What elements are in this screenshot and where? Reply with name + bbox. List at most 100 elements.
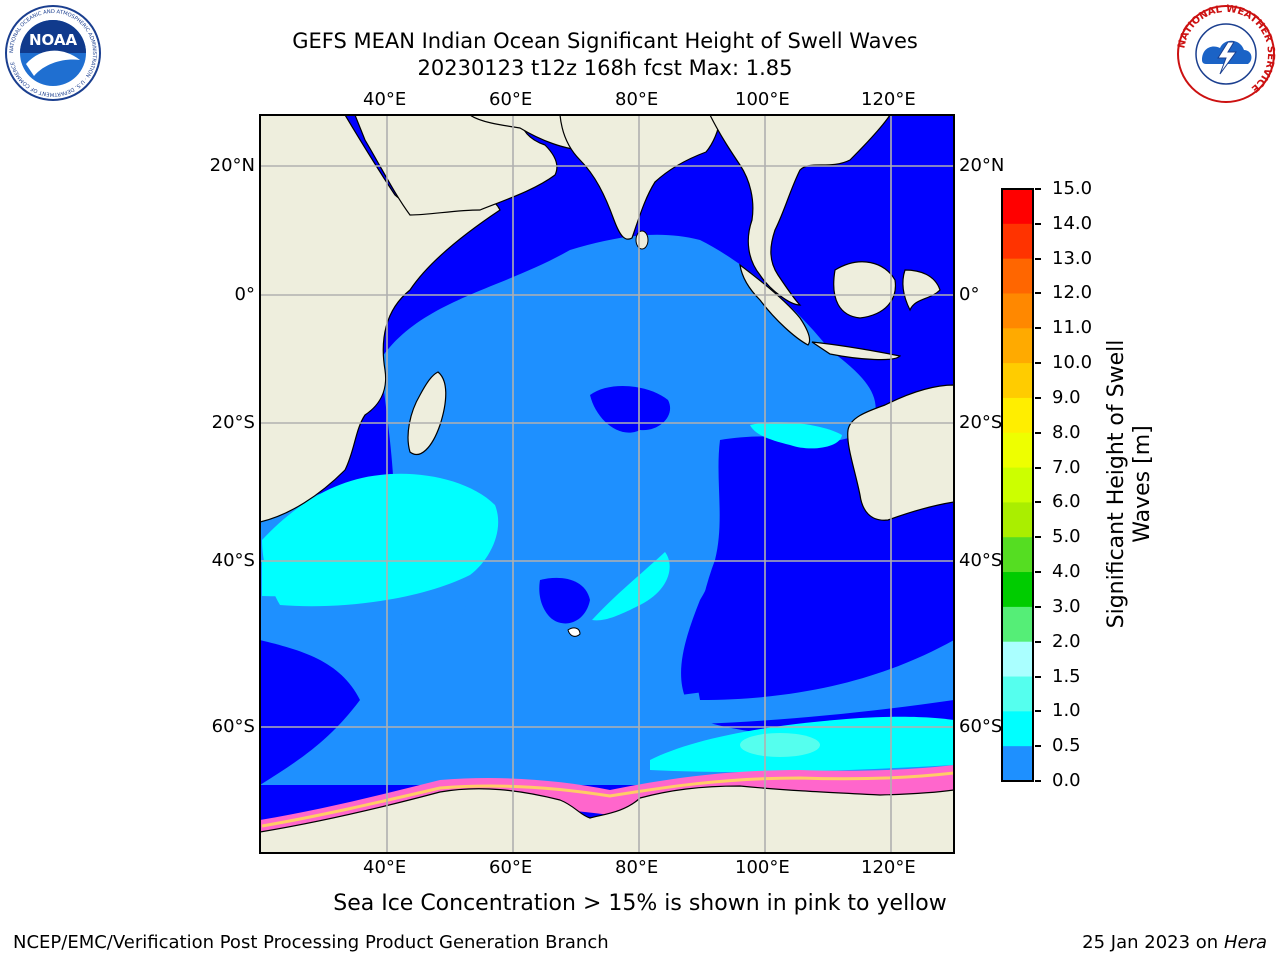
colorbar-tick-label: 1.0 (1052, 700, 1081, 722)
colorbar-tick-mark (1035, 466, 1041, 469)
colorbar-tick-label: 12.0 (1052, 282, 1093, 304)
colorbar-tick-label: 11.0 (1052, 317, 1093, 339)
colorbar-tick-label: 14.0 (1052, 212, 1093, 234)
land-antarctica (260, 785, 954, 853)
colorbar-segment (1002, 467, 1033, 503)
lat-label-right-20s: 20°S (959, 412, 1003, 433)
lat-label-right-0: 0° (959, 284, 980, 305)
swell-low-patch-central (590, 385, 671, 433)
colorbar-segment (1002, 363, 1033, 399)
colorbar-tick-mark (1035, 292, 1041, 295)
nws-logo-icon: NATIONAL WEATHER SERVICE (1176, 4, 1276, 103)
lon-label-bottom-40e: 40°E (363, 857, 407, 878)
lon-label-top-120e: 120°E (861, 89, 916, 110)
colorbar-tick-mark (1035, 675, 1041, 678)
lon-label-top-80e: 80°E (615, 89, 659, 110)
lat-label-right-20n: 20°N (959, 155, 1005, 176)
colorbar-segment (1002, 572, 1033, 608)
lon-label-bottom-80e: 80°E (615, 857, 659, 878)
lon-label-bottom-120e: 120°E (861, 857, 916, 878)
noaa-logo-icon: NATIONAL OCEANIC AND ATMOSPHERIC ADMINIS… (5, 5, 101, 101)
footer-credit: NCEP/EMC/Verification Post Processing Pr… (13, 932, 609, 953)
land-southeast-asia (709, 115, 891, 306)
land-madagascar (407, 371, 447, 455)
swell-high-area-agulhas (262, 560, 400, 597)
sea-ice-note: Sea Ice Concentration > 15% is shown in … (333, 891, 947, 916)
colorbar-tick-label: 4.0 (1052, 561, 1081, 583)
chart-title: GEFS MEAN Indian Ocean Significant Heigh… (292, 29, 918, 53)
colorbar-tick-label: 9.0 (1052, 386, 1081, 408)
colorbar-tick-label: 3.0 (1052, 595, 1081, 617)
colorbar-tick-label: 0.0 (1052, 770, 1081, 791)
colorbar-tick-label: 2.0 (1052, 630, 1081, 652)
colorbar-tick-mark (1035, 640, 1041, 643)
colorbar-frame (1001, 188, 1034, 782)
lon-label-top-40e: 40°E (363, 89, 407, 110)
colorbar-tick-label: 8.0 (1052, 421, 1081, 443)
lon-label-bottom-100e: 100°E (735, 857, 790, 878)
colorbar-label-line1: Significant Height of Swell (1104, 339, 1129, 629)
colorbar (1001, 188, 1034, 782)
colorbar-tick-mark (1035, 536, 1041, 539)
swell-mid-area (260, 234, 954, 785)
land-sumatra (739, 263, 811, 346)
colorbar-segment (1002, 397, 1033, 434)
colorbar-segment (1002, 189, 1033, 225)
lat-label-left-40s: 40°S (211, 550, 255, 571)
footer-date-text: 25 Jan 2023 on (1082, 932, 1224, 953)
colorbar-tick-label: 7.0 (1052, 456, 1081, 478)
land-australia (847, 384, 954, 521)
land-borneo (833, 261, 897, 319)
lon-label-bottom-60e: 60°E (489, 857, 533, 878)
colorbar-segment (1002, 502, 1033, 538)
lat-label-left-0: 0° (234, 284, 255, 305)
colorbar-tick-mark (1035, 362, 1041, 365)
land-java (811, 341, 902, 361)
footer-machine: Hera (1223, 932, 1267, 953)
graticule (260, 115, 954, 853)
colorbar-label: Significant Height of Swell Waves [m] (1104, 334, 1156, 634)
colorbar-tick-label: 15.0 (1052, 178, 1093, 199)
land-kerguelen (567, 627, 581, 637)
colorbar-tick-mark (1035, 571, 1041, 574)
colorbar-segment (1002, 606, 1033, 643)
colorbar-tick-label: 0.5 (1052, 735, 1081, 757)
chart-subtitle: 20230123 t12z 168h fcst Max: 1.85 (417, 56, 793, 80)
footer-date: 25 Jan 2023 on Hera (1082, 932, 1267, 953)
colorbar-tick-mark (1035, 431, 1041, 434)
land-arabia (354, 115, 558, 216)
lat-label-left-20n: 20°N (209, 155, 255, 176)
swell-low-patch-kerguelen (539, 577, 590, 624)
lon-label-top-100e: 100°E (735, 89, 790, 110)
colorbar-tick-mark (1035, 745, 1041, 748)
swell-low-patch-west-south (260, 640, 360, 785)
colorbar-segment (1002, 676, 1033, 712)
colorbar-tick-mark (1035, 710, 1041, 713)
colorbar-tick-mark (1035, 222, 1041, 225)
colorbar-tick-mark (1035, 396, 1041, 399)
colorbar-segment (1002, 746, 1033, 782)
colorbar-tick-mark (1035, 605, 1041, 608)
colorbar-segment (1002, 711, 1033, 747)
colorbar-tick-label: 13.0 (1052, 247, 1093, 269)
swell-high-area-australia (750, 422, 842, 449)
colorbar-segment (1002, 432, 1033, 469)
colorbar-tick-label: 6.0 (1052, 491, 1081, 513)
swell-peak-patch (740, 733, 820, 757)
colorbar-tick-mark (1035, 188, 1041, 190)
colorbar-tick-mark (1035, 501, 1041, 504)
sea-ice-band (260, 765, 954, 838)
land-sulawesi (902, 269, 941, 312)
land-india (559, 115, 721, 240)
colorbar-tick-label: 10.0 (1052, 352, 1093, 374)
colorbar-segment (1002, 223, 1033, 260)
colorbar-tick-mark (1035, 257, 1041, 260)
colorbar-segment (1002, 537, 1033, 573)
noaa-logo-text: NOAA (29, 31, 78, 49)
map-frame (259, 114, 955, 854)
colorbar-segment (1002, 641, 1033, 678)
colorbar-tick-mark (1035, 780, 1041, 782)
colorbar-segment (1002, 328, 1033, 364)
colorbar-segment (1002, 258, 1033, 294)
